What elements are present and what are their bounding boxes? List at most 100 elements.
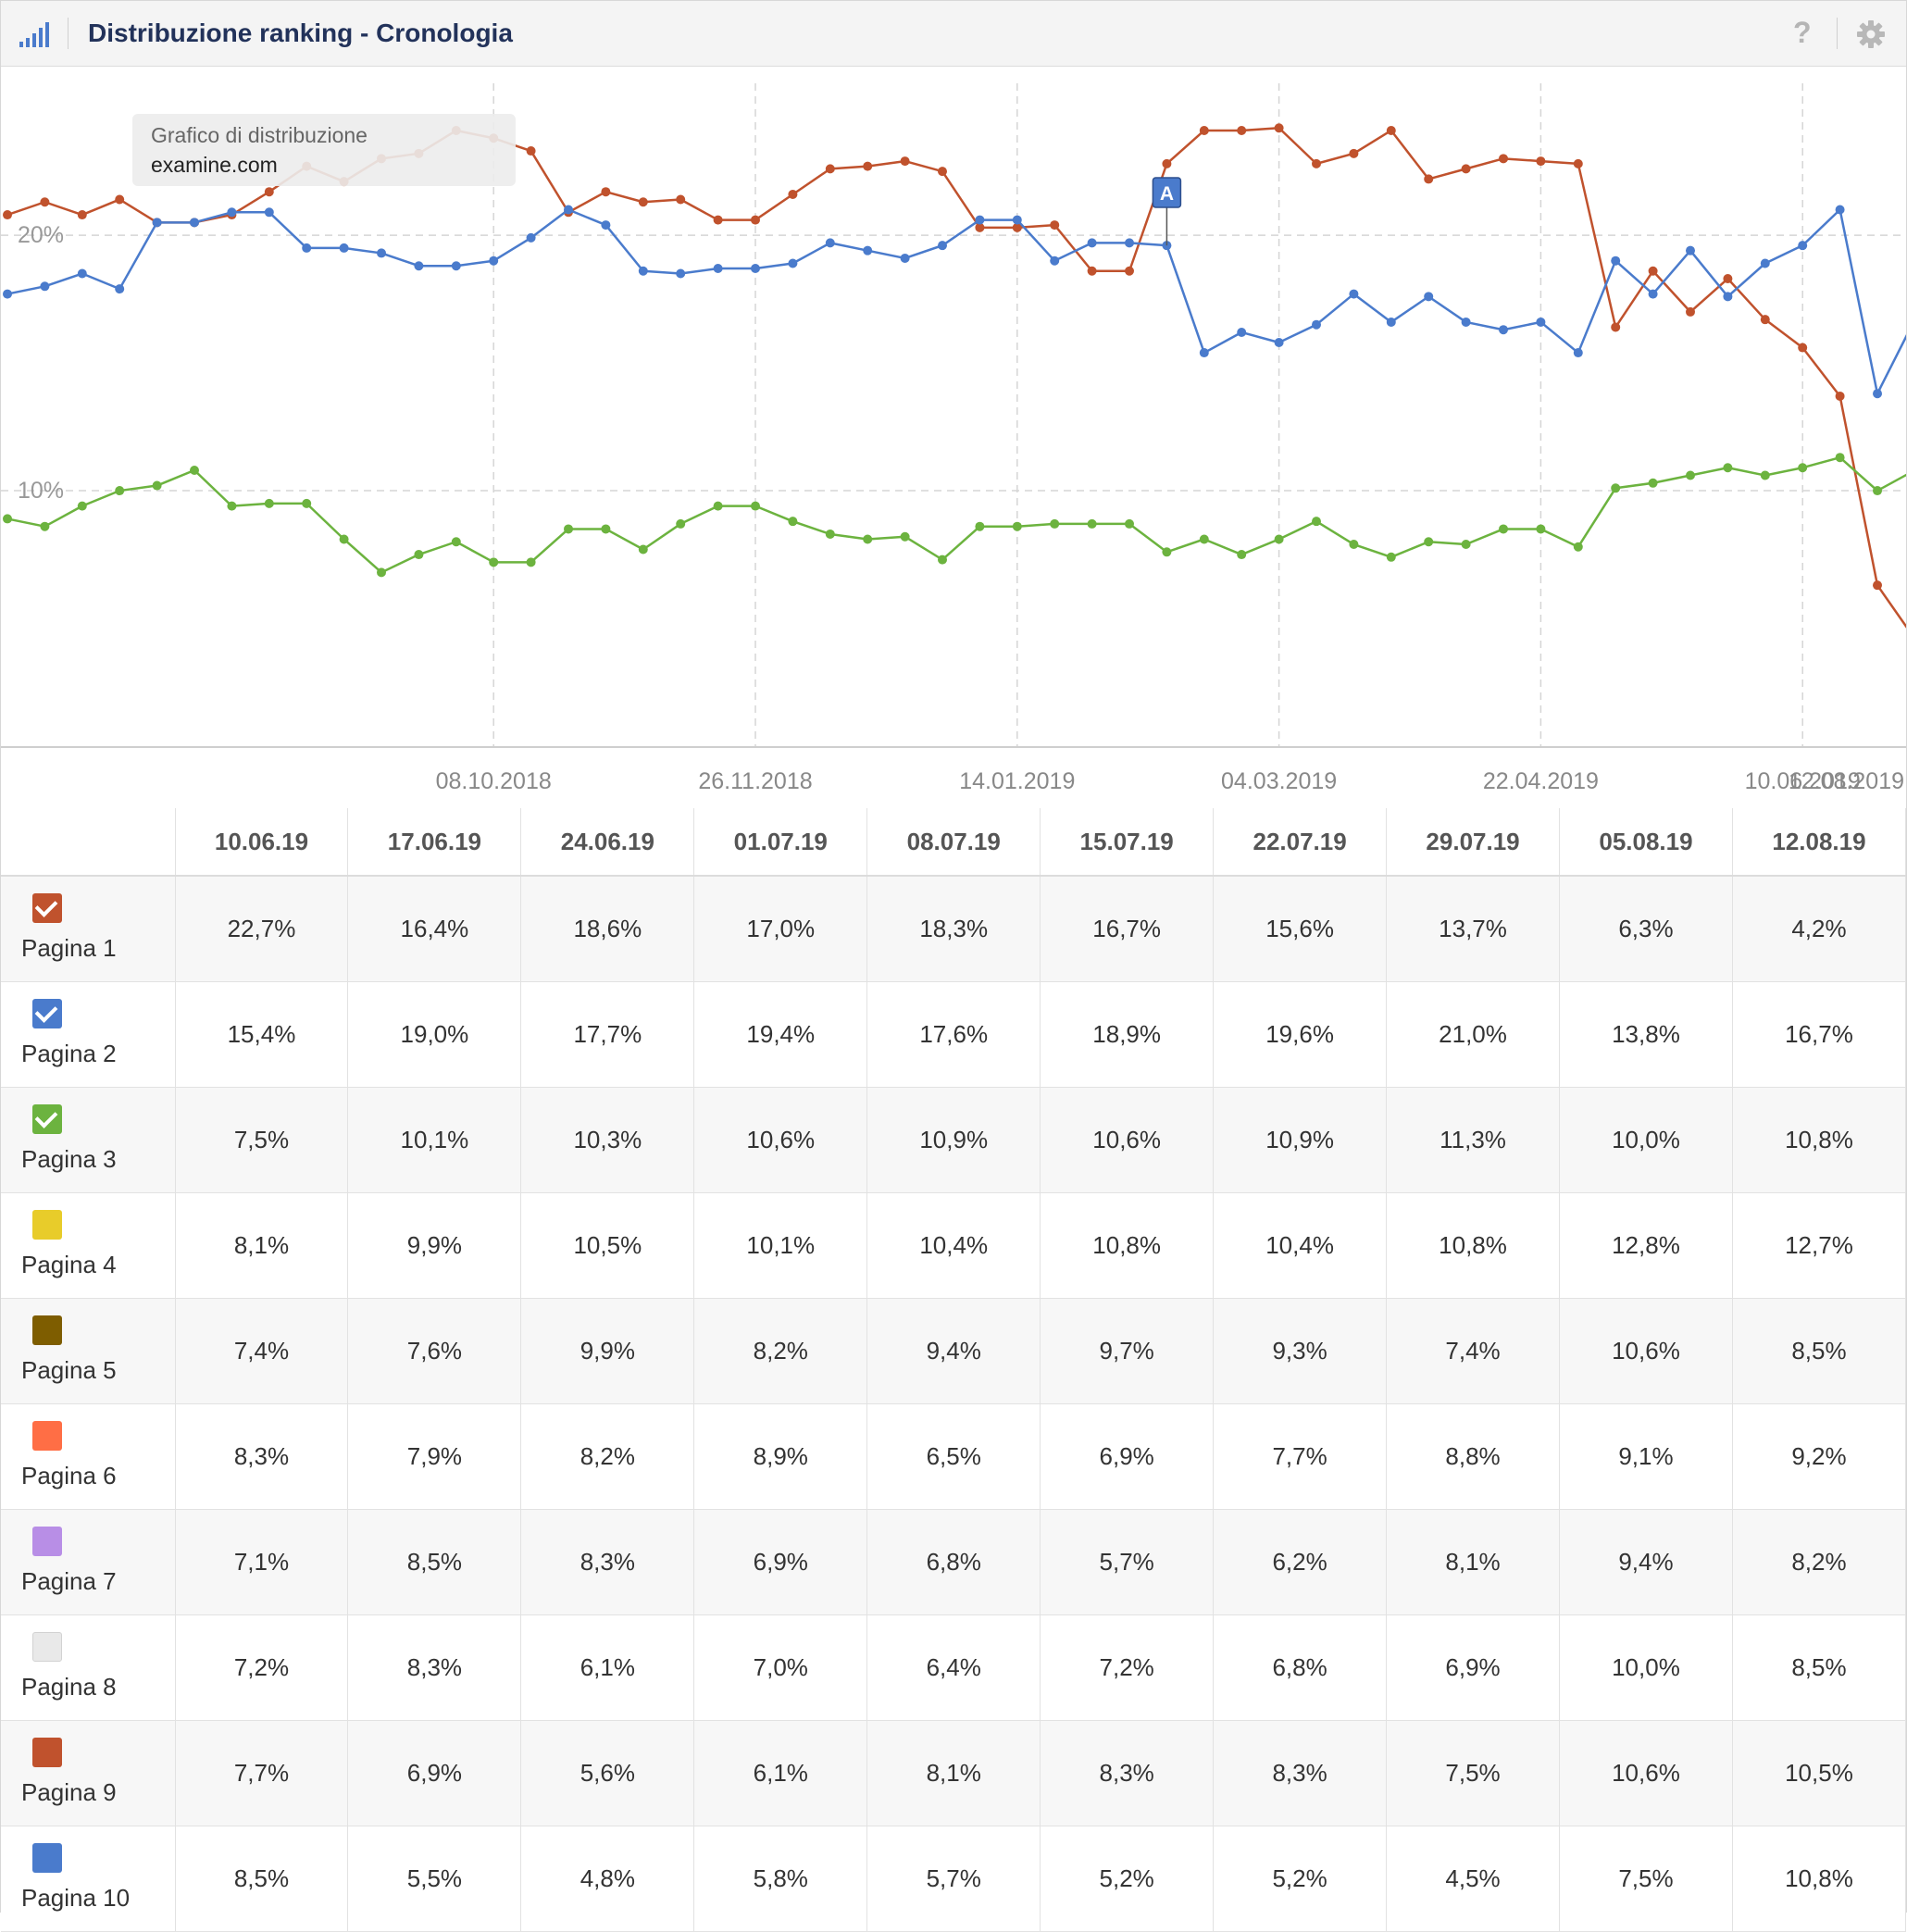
data-point[interactable] <box>1349 289 1359 299</box>
data-point[interactable] <box>975 215 985 225</box>
data-point[interactable] <box>1611 322 1621 332</box>
series-checkbox[interactable] <box>32 1527 62 1556</box>
data-point[interactable] <box>1461 317 1471 327</box>
data-point[interactable] <box>900 156 910 167</box>
data-point[interactable] <box>1760 470 1770 480</box>
data-point[interactable] <box>788 517 798 527</box>
series-checkbox[interactable] <box>32 1843 62 1873</box>
data-point[interactable] <box>1424 537 1434 547</box>
data-point[interactable] <box>1424 292 1434 302</box>
data-point[interactable] <box>825 238 835 248</box>
data-point[interactable] <box>451 261 461 271</box>
data-point[interactable] <box>1723 274 1733 284</box>
series-checkbox-checked[interactable] <box>32 1104 62 1134</box>
data-point[interactable] <box>1012 222 1022 232</box>
help-button[interactable]: ? <box>1793 16 1812 49</box>
data-point[interactable] <box>1012 215 1022 225</box>
data-point[interactable] <box>1760 258 1770 268</box>
data-point[interactable] <box>1573 348 1583 358</box>
data-point[interactable] <box>1125 238 1134 248</box>
data-point[interactable] <box>1686 245 1695 256</box>
data-point[interactable] <box>1611 483 1621 493</box>
data-point[interactable] <box>975 521 985 531</box>
data-point[interactable] <box>3 289 12 299</box>
data-point[interactable] <box>1349 540 1359 550</box>
data-point[interactable] <box>1461 540 1471 550</box>
data-point[interactable] <box>1835 205 1845 215</box>
data-point[interactable] <box>526 232 536 243</box>
data-point[interactable] <box>676 194 686 205</box>
data-point[interactable] <box>1386 317 1396 327</box>
data-point[interactable] <box>489 256 499 266</box>
data-point[interactable] <box>3 210 12 220</box>
data-point[interactable] <box>1648 478 1658 488</box>
data-point[interactable] <box>339 243 349 253</box>
data-point[interactable] <box>115 194 125 205</box>
data-point[interactable] <box>676 268 686 279</box>
data-point[interactable] <box>1424 174 1434 184</box>
data-point[interactable] <box>638 544 648 555</box>
data-point[interactable] <box>264 187 274 197</box>
data-point[interactable] <box>1274 123 1284 133</box>
data-point[interactable] <box>264 207 274 218</box>
data-point[interactable] <box>1536 524 1546 534</box>
data-point[interactable] <box>1760 315 1770 325</box>
data-point[interactable] <box>1686 470 1695 480</box>
data-point[interactable] <box>1312 158 1321 168</box>
data-point[interactable] <box>1798 463 1808 473</box>
series-checkbox[interactable] <box>32 1738 62 1767</box>
data-point[interactable] <box>713 215 723 225</box>
data-point[interactable] <box>264 498 274 508</box>
data-point[interactable] <box>40 281 50 292</box>
series-checkbox[interactable] <box>32 1421 62 1451</box>
data-point[interactable] <box>190 218 199 228</box>
data-point[interactable] <box>339 534 349 544</box>
data-point[interactable] <box>900 531 910 542</box>
series-checkbox-checked[interactable] <box>32 999 62 1028</box>
series-checkbox-checked[interactable] <box>32 893 62 923</box>
data-point[interactable] <box>1573 542 1583 552</box>
data-point[interactable] <box>1723 463 1733 473</box>
data-point[interactable] <box>1237 327 1247 337</box>
data-point[interactable] <box>115 284 125 294</box>
data-point[interactable] <box>1499 154 1508 164</box>
data-point[interactable] <box>526 557 536 567</box>
data-point[interactable] <box>451 537 461 547</box>
series-checkbox[interactable] <box>32 1315 62 1345</box>
data-point[interactable] <box>190 465 199 475</box>
series-checkbox[interactable] <box>32 1632 62 1662</box>
data-point[interactable] <box>564 205 573 215</box>
data-point[interactable] <box>1349 148 1359 158</box>
data-point[interactable] <box>1873 580 1882 591</box>
data-point[interactable] <box>751 215 760 225</box>
data-point[interactable] <box>227 207 237 218</box>
data-point[interactable] <box>152 480 162 491</box>
data-point[interactable] <box>900 253 910 263</box>
data-point[interactable] <box>227 501 237 511</box>
data-point[interactable] <box>1199 125 1209 135</box>
data-point[interactable] <box>1835 453 1845 463</box>
gear-icon[interactable] <box>1856 19 1886 49</box>
data-point[interactable] <box>1312 319 1321 330</box>
data-point[interactable] <box>1012 521 1022 531</box>
data-point[interactable] <box>1237 125 1247 135</box>
data-point[interactable] <box>1050 256 1060 266</box>
data-point[interactable] <box>377 567 386 578</box>
data-point[interactable] <box>1499 524 1508 534</box>
data-point[interactable] <box>302 498 312 508</box>
data-point[interactable] <box>1162 547 1172 557</box>
data-point[interactable] <box>1686 306 1695 317</box>
data-point[interactable] <box>1536 156 1546 167</box>
data-point[interactable] <box>414 261 424 271</box>
data-point[interactable] <box>863 245 873 256</box>
data-point[interactable] <box>1199 534 1209 544</box>
data-point[interactable] <box>751 263 760 273</box>
data-point[interactable] <box>3 514 12 524</box>
data-point[interactable] <box>1648 266 1658 276</box>
data-point[interactable] <box>77 210 87 220</box>
data-point[interactable] <box>526 146 536 156</box>
data-point[interactable] <box>1798 343 1808 353</box>
data-point[interactable] <box>1087 266 1097 276</box>
data-point[interactable] <box>863 161 873 171</box>
data-point[interactable] <box>601 220 611 231</box>
